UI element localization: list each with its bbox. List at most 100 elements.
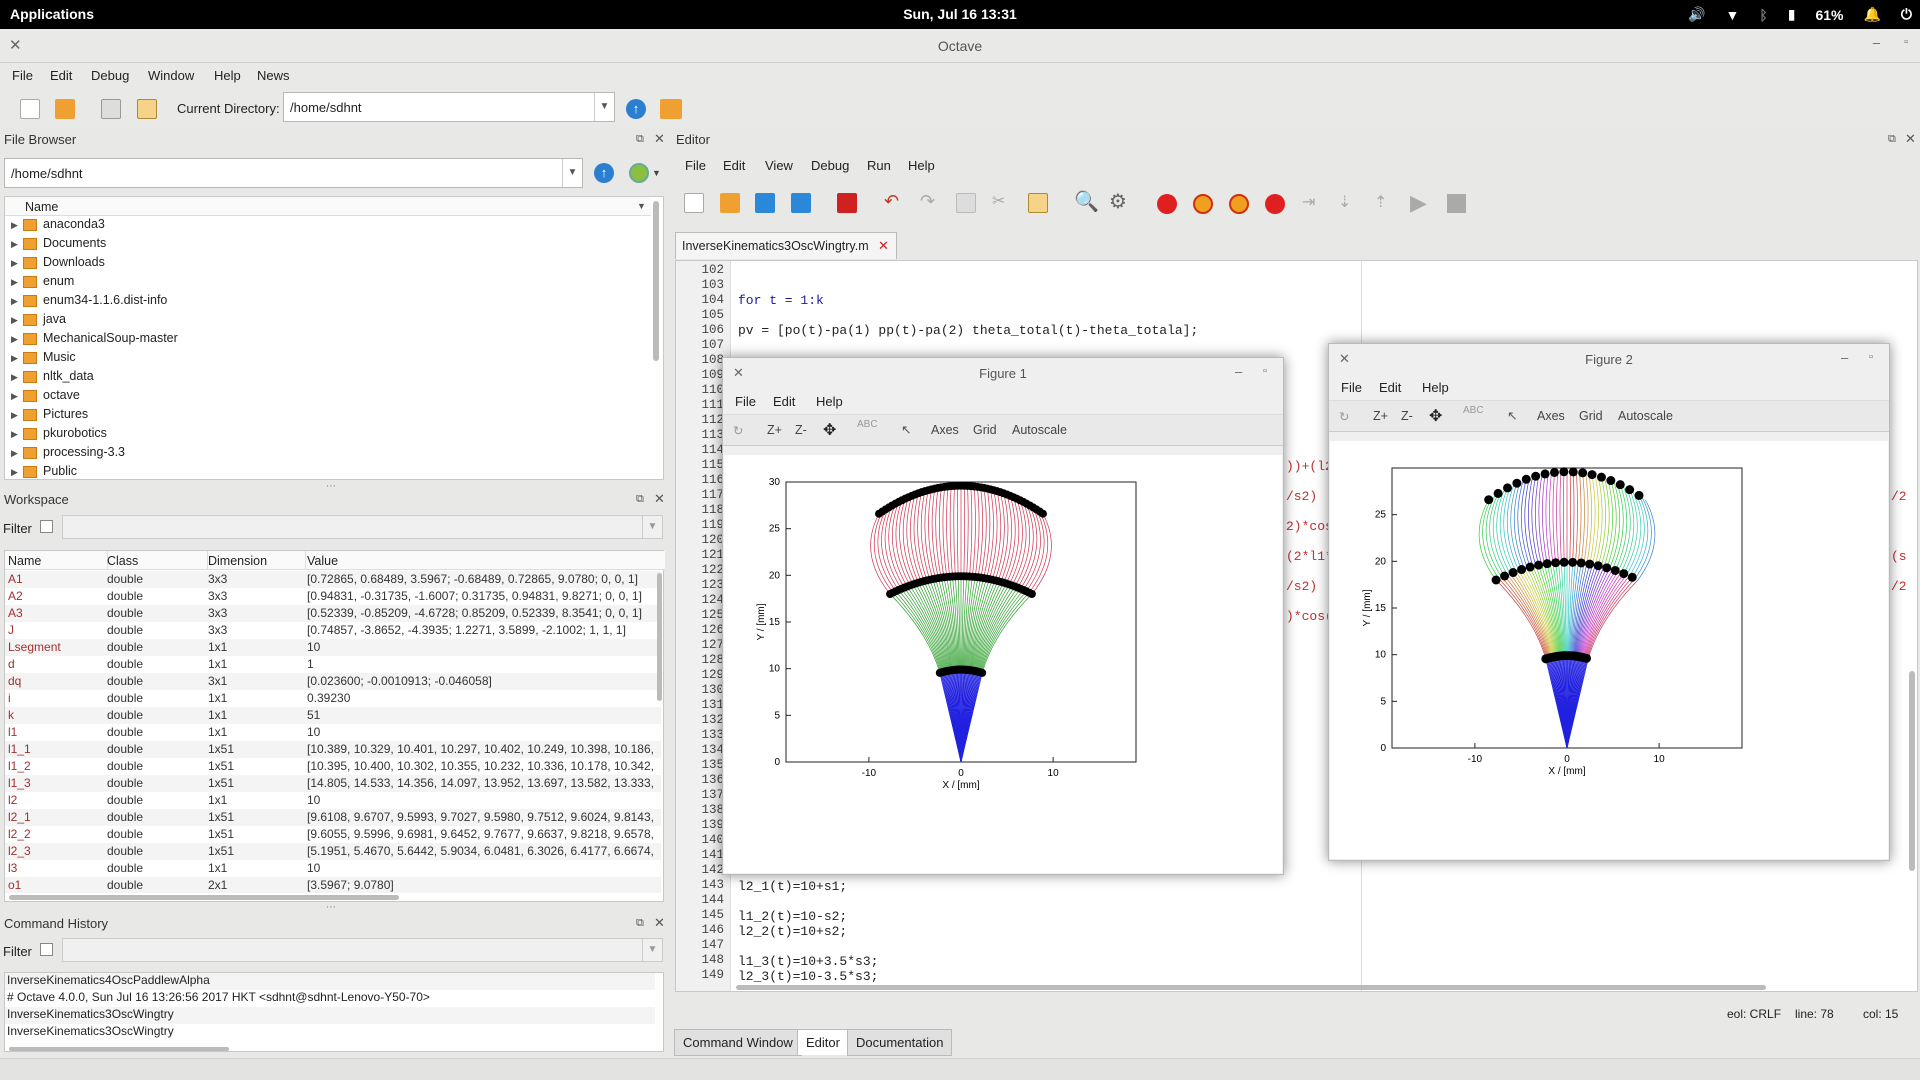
- history-filter-checkbox[interactable]: [40, 943, 53, 956]
- workspace-v-scrollbar[interactable]: [657, 573, 662, 701]
- maximize-figure-icon[interactable]: ▫: [1263, 365, 1267, 377]
- table-row[interactable]: k double 1x1 51: [5, 707, 661, 724]
- list-item[interactable]: InverseKinematics3OscWingtry: [5, 1024, 655, 1041]
- expand-arrow-icon[interactable]: ▶: [11, 410, 18, 420]
- copy-icon[interactable]: [101, 99, 121, 119]
- rotate-icon[interactable]: ↻: [1339, 410, 1350, 424]
- step-in-icon[interactable]: ⇣: [1338, 194, 1352, 211]
- pan-icon[interactable]: ✥: [1429, 408, 1443, 425]
- undock-icon[interactable]: ⧉: [1888, 133, 1896, 145]
- step-out-icon[interactable]: ⇡: [1374, 194, 1388, 211]
- find-icon[interactable]: 🔍: [1074, 191, 1099, 213]
- paste-icon[interactable]: [137, 99, 157, 119]
- table-row[interactable]: A3 double 3x3 [0.52339, -0.85209, -4.6728; …: [5, 605, 661, 622]
- menu-help[interactable]: Help: [214, 68, 241, 83]
- expand-arrow-icon[interactable]: ▶: [11, 467, 18, 477]
- new-file-icon[interactable]: [684, 193, 704, 213]
- chevron-down-icon[interactable]: ▼: [594, 93, 614, 121]
- tree-item[interactable]: ▶ Downloads: [5, 255, 105, 274]
- copy-icon[interactable]: [956, 193, 976, 213]
- editor-menu-help[interactable]: Help: [908, 158, 935, 173]
- zoom-in-button[interactable]: Z+: [1373, 409, 1388, 423]
- undo-icon[interactable]: ↶: [884, 191, 900, 211]
- editor-v-scrollbar[interactable]: [1909, 671, 1915, 871]
- close-figure-icon[interactable]: ✕: [1339, 351, 1350, 366]
- notification-icon[interactable]: 🔔: [1863, 6, 1881, 22]
- axes-button[interactable]: Axes: [931, 423, 959, 437]
- table-row[interactable]: l2_2 double 1x51 [9.6055, 9.5996, 9.6981, 9…: [5, 826, 661, 843]
- select-pointer-icon[interactable]: ↖: [1507, 409, 1518, 423]
- tab-editor[interactable]: Editor: [797, 1029, 849, 1055]
- expand-arrow-icon[interactable]: ▶: [11, 296, 18, 306]
- expand-arrow-icon[interactable]: ▶: [11, 391, 18, 401]
- expand-arrow-icon[interactable]: ▶: [11, 353, 18, 363]
- col-name[interactable]: Name: [8, 554, 42, 568]
- workspace-filter-input[interactable]: ▼: [62, 515, 663, 539]
- chevron-down-icon[interactable]: ▼: [642, 516, 662, 538]
- close-file-icon[interactable]: [837, 193, 857, 213]
- next-breakpoint-icon[interactable]: [1229, 194, 1249, 214]
- sort-icon[interactable]: ▼: [637, 201, 646, 211]
- splitter-handle[interactable]: ⋯: [326, 481, 336, 492]
- select-pointer-icon[interactable]: ↖: [901, 423, 912, 437]
- history-filter-input[interactable]: ▼: [62, 938, 663, 962]
- autoscale-button[interactable]: Autoscale: [1618, 409, 1673, 423]
- close-figure-icon[interactable]: ✕: [733, 365, 744, 380]
- expand-arrow-icon[interactable]: ▶: [11, 239, 18, 249]
- cut-icon[interactable]: ✂: [992, 193, 1006, 210]
- zoom-in-button[interactable]: Z+: [767, 423, 782, 437]
- undock-icon[interactable]: ⧉: [636, 493, 644, 505]
- chevron-down-icon[interactable]: ▼: [642, 939, 662, 961]
- tree-item[interactable]: ▶ enum: [5, 274, 74, 293]
- name-column-header[interactable]: Name: [25, 200, 59, 214]
- workspace-h-scrollbar[interactable]: [9, 895, 399, 900]
- editor-menu-edit[interactable]: Edit: [723, 158, 746, 173]
- close-panel-icon[interactable]: ✕: [654, 131, 665, 146]
- tab-command-window[interactable]: Command Window: [674, 1029, 802, 1056]
- redo-icon[interactable]: ↷: [920, 191, 936, 211]
- col-class[interactable]: Class: [107, 554, 139, 568]
- close-window-icon[interactable]: ✕: [9, 37, 22, 54]
- menu-edit[interactable]: Edit: [50, 68, 73, 83]
- paste-icon[interactable]: [1028, 193, 1048, 213]
- table-row[interactable]: l3 double 1x1 10: [5, 860, 661, 877]
- previous-breakpoint-icon[interactable]: [1193, 194, 1213, 214]
- tree-item[interactable]: ▶ processing-3.3: [5, 445, 125, 464]
- file-browser-path-input[interactable]: /home/sdhnt ▼: [4, 158, 583, 188]
- table-row[interactable]: A1 double 3x3 [0.72865, 0.68489, 3.5967; -0…: [5, 571, 661, 588]
- save-icon[interactable]: [755, 193, 775, 213]
- grid-button[interactable]: Grid: [1579, 409, 1603, 423]
- figure-menu-edit[interactable]: Edit: [1379, 380, 1402, 395]
- table-row[interactable]: dq double 3x1 [0.023600; -0.0010913; -0.046…: [5, 673, 661, 690]
- tree-item[interactable]: ▶ java: [5, 312, 66, 331]
- open-file-icon[interactable]: [720, 193, 740, 213]
- list-item[interactable]: InverseKinematics4OscPaddlewAlpha: [5, 973, 655, 990]
- minimize-figure-icon[interactable]: –: [1235, 364, 1243, 379]
- battery-icon[interactable]: ▮: [1787, 6, 1796, 22]
- step-icon[interactable]: ⇥: [1302, 194, 1316, 211]
- current-directory-input[interactable]: /home/sdhnt ▼: [283, 92, 615, 122]
- maximize-window-icon[interactable]: ▫: [1904, 36, 1908, 48]
- figure-2-canvas[interactable]: -10 0 10 0 5 10 15 20 25 X / [mm] Y / [mm]: [1330, 441, 1888, 859]
- tree-item[interactable]: ▶ enum34-1.1.6.dist-info: [5, 293, 167, 312]
- table-row[interactable]: d double 1x1 1: [5, 656, 661, 673]
- autoscale-button[interactable]: Autoscale: [1012, 423, 1067, 437]
- quit-debug-icon[interactable]: [1447, 194, 1466, 213]
- parent-directory-icon[interactable]: ↑: [594, 163, 614, 183]
- list-item[interactable]: InverseKinematics3OscWingtry: [5, 1007, 655, 1024]
- save-as-icon[interactable]: [791, 193, 811, 213]
- text-tool-icon[interactable]: ABC: [1463, 405, 1484, 416]
- editor-menu-run[interactable]: Run: [867, 158, 891, 173]
- tree-scrollbar[interactable]: [653, 201, 659, 361]
- clock[interactable]: Sun, Jul 16 13:31: [903, 6, 1017, 22]
- splitter-handle[interactable]: ⋯: [326, 902, 336, 913]
- table-row[interactable]: l1_3 double 1x51 [14.805, 14.533, 14.356, 1…: [5, 775, 661, 792]
- expand-arrow-icon[interactable]: ▶: [11, 220, 18, 230]
- table-row[interactable]: l1_1 double 1x51 [10.389, 10.329, 10.401, 1…: [5, 741, 661, 758]
- settings-gear-icon[interactable]: ⚙: [1109, 191, 1127, 213]
- tree-item[interactable]: ▶ anaconda3: [5, 217, 105, 236]
- breakpoint-icon[interactable]: [1157, 194, 1177, 214]
- minimize-window-icon[interactable]: –: [1872, 35, 1880, 50]
- figure-menu-file[interactable]: File: [1341, 380, 1362, 395]
- tree-item[interactable]: ▶ nltk_data: [5, 369, 94, 388]
